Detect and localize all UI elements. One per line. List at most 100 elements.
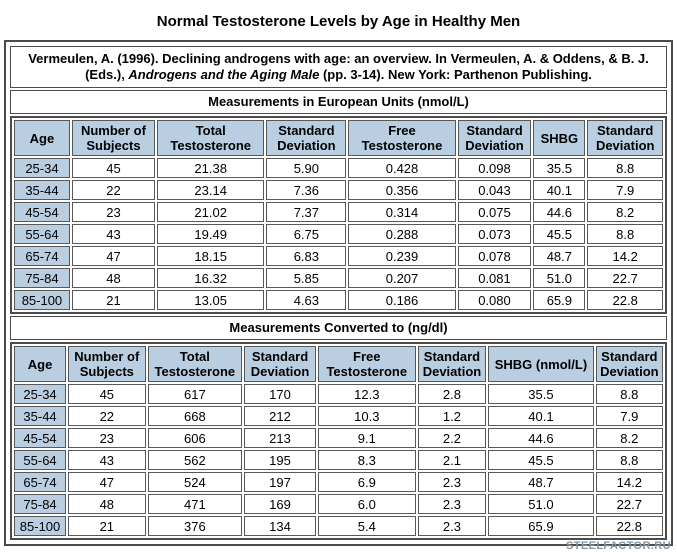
data-cell: 45	[71, 158, 156, 178]
data-cell: 668	[147, 406, 243, 426]
column-header: Standard Deviation	[266, 120, 347, 156]
data-cell: 4.63	[266, 290, 347, 310]
column-header: SHBG	[533, 120, 586, 156]
data-cell: 6.9	[317, 472, 416, 492]
data-cell: 22.7	[587, 268, 663, 288]
column-header: Age	[14, 346, 67, 382]
data-cell: 22.7	[595, 494, 663, 514]
data-cell: 40.1	[488, 406, 594, 426]
age-cell: 45-54	[14, 428, 67, 448]
data-cell: 22	[68, 406, 146, 426]
data-cell: 134	[244, 516, 316, 536]
age-cell: 45-54	[14, 202, 70, 222]
data-cell: 1.2	[417, 406, 487, 426]
age-cell: 55-64	[14, 224, 70, 244]
data-cell: 7.9	[595, 406, 663, 426]
data-cell: 40.1	[533, 180, 586, 200]
data-cell: 19.49	[157, 224, 265, 244]
data-cell: 48.7	[533, 246, 586, 266]
data-cell: 65.9	[488, 516, 594, 536]
table-row: 55-64 43 19.49 6.75 0.288 0.073 45.5 8.8	[14, 224, 663, 244]
data-cell: 8.2	[595, 428, 663, 448]
data-cell: 0.288	[348, 224, 456, 244]
data-cell: 212	[244, 406, 316, 426]
data-cell: 43	[71, 224, 156, 244]
data-cell: 376	[147, 516, 243, 536]
data-cell: 7.9	[587, 180, 663, 200]
column-header: Free Testosterone	[317, 346, 416, 382]
data-cell: 44.6	[488, 428, 594, 448]
data-cell: 21.02	[157, 202, 265, 222]
data-cell: 48	[71, 268, 156, 288]
data-cell: 0.080	[457, 290, 532, 310]
data-cell: 0.207	[348, 268, 456, 288]
data-cell: 471	[147, 494, 243, 514]
data-cell: 47	[71, 246, 156, 266]
data-cell: 45.5	[533, 224, 586, 244]
column-header: Standard Deviation	[457, 120, 532, 156]
data-cell: 2.3	[417, 516, 487, 536]
data-cell: 0.356	[348, 180, 456, 200]
table-row: 75-84 48 16.32 5.85 0.207 0.081 51.0 22.7	[14, 268, 663, 288]
data-cell: 21	[71, 290, 156, 310]
table-row: 65-74 47 524 197 6.9 2.3 48.7 14.2	[14, 472, 663, 492]
data-cell: 12.3	[317, 384, 416, 404]
data-cell: 5.4	[317, 516, 416, 536]
table-row: 85-100 21 13.05 4.63 0.186 0.080 65.9 22.8	[14, 290, 663, 310]
data-cell: 21	[68, 516, 146, 536]
data-cell: 617	[147, 384, 243, 404]
table-row: 45-54 23 21.02 7.37 0.314 0.075 44.6 8.2	[14, 202, 663, 222]
data-cell: 16.32	[157, 268, 265, 288]
data-cell: 2.1	[417, 450, 487, 470]
column-header: Standard Deviation	[417, 346, 487, 382]
table-row: 25-34 45 21.38 5.90 0.428 0.098 35.5 8.8	[14, 158, 663, 178]
data-cell: 8.8	[595, 384, 663, 404]
column-header: Total Testosterone	[147, 346, 243, 382]
table-row: 55-64 43 562 195 8.3 2.1 45.5 8.8	[14, 450, 663, 470]
data-cell: 18.15	[157, 246, 265, 266]
column-header: Number of Subjects	[71, 120, 156, 156]
data-cell: 0.239	[348, 246, 456, 266]
age-cell: 25-34	[14, 158, 70, 178]
column-header: SHBG (nmol/L)	[488, 346, 594, 382]
citation-text-prefix: Vermeulen, A. (1996). Declining androgen…	[28, 51, 649, 82]
data-cell: 8.8	[587, 224, 663, 244]
data-cell: 9.1	[317, 428, 416, 448]
page-title: Normal Testosterone Levels by Age in Hea…	[156, 13, 521, 30]
data-cell: 22.8	[587, 290, 663, 310]
column-header: Age	[14, 120, 70, 156]
table-row: 35-44 22 668 212 10.3 1.2 40.1 7.9	[14, 406, 663, 426]
data-cell: 23.14	[157, 180, 265, 200]
column-header: Total Testosterone	[157, 120, 265, 156]
data-cell: 0.186	[348, 290, 456, 310]
data-cell: 7.36	[266, 180, 347, 200]
data-cell: 0.078	[457, 246, 532, 266]
data-cell: 7.37	[266, 202, 347, 222]
table-row: 45-54 23 606 213 9.1 2.2 44.6 8.2	[14, 428, 663, 448]
data-cell: 21.38	[157, 158, 265, 178]
data-cell: 23	[71, 202, 156, 222]
age-cell: 85-100	[14, 290, 70, 310]
data-cell: 195	[244, 450, 316, 470]
data-cell: 13.05	[157, 290, 265, 310]
data-cell: 8.2	[587, 202, 663, 222]
column-header: Number of Subjects	[68, 346, 146, 382]
table-row: 75-84 48 471 169 6.0 2.3 51.0 22.7	[14, 494, 663, 514]
data-cell: 14.2	[587, 246, 663, 266]
data-cell: 8.3	[317, 450, 416, 470]
data-cell: 5.85	[266, 268, 347, 288]
data-cell: 44.6	[533, 202, 586, 222]
data-cell: 22	[71, 180, 156, 200]
data-cell: 2.2	[417, 428, 487, 448]
data-cell: 5.90	[266, 158, 347, 178]
age-cell: 35-44	[14, 180, 70, 200]
data-cell: 0.098	[457, 158, 532, 178]
citation-text-suffix: (pp. 3-14). New York: Parthenon Publishi…	[319, 67, 592, 82]
data-cell: 0.075	[457, 202, 532, 222]
age-cell: 85-100	[14, 516, 67, 536]
data-cell: 43	[68, 450, 146, 470]
data-cell: 45.5	[488, 450, 594, 470]
table-converted-units: Age Number of Subjects Total Testosterone S…	[10, 342, 667, 540]
table-row: 65-74 47 18.15 6.83 0.239 0.078 48.7 14.2	[14, 246, 663, 266]
